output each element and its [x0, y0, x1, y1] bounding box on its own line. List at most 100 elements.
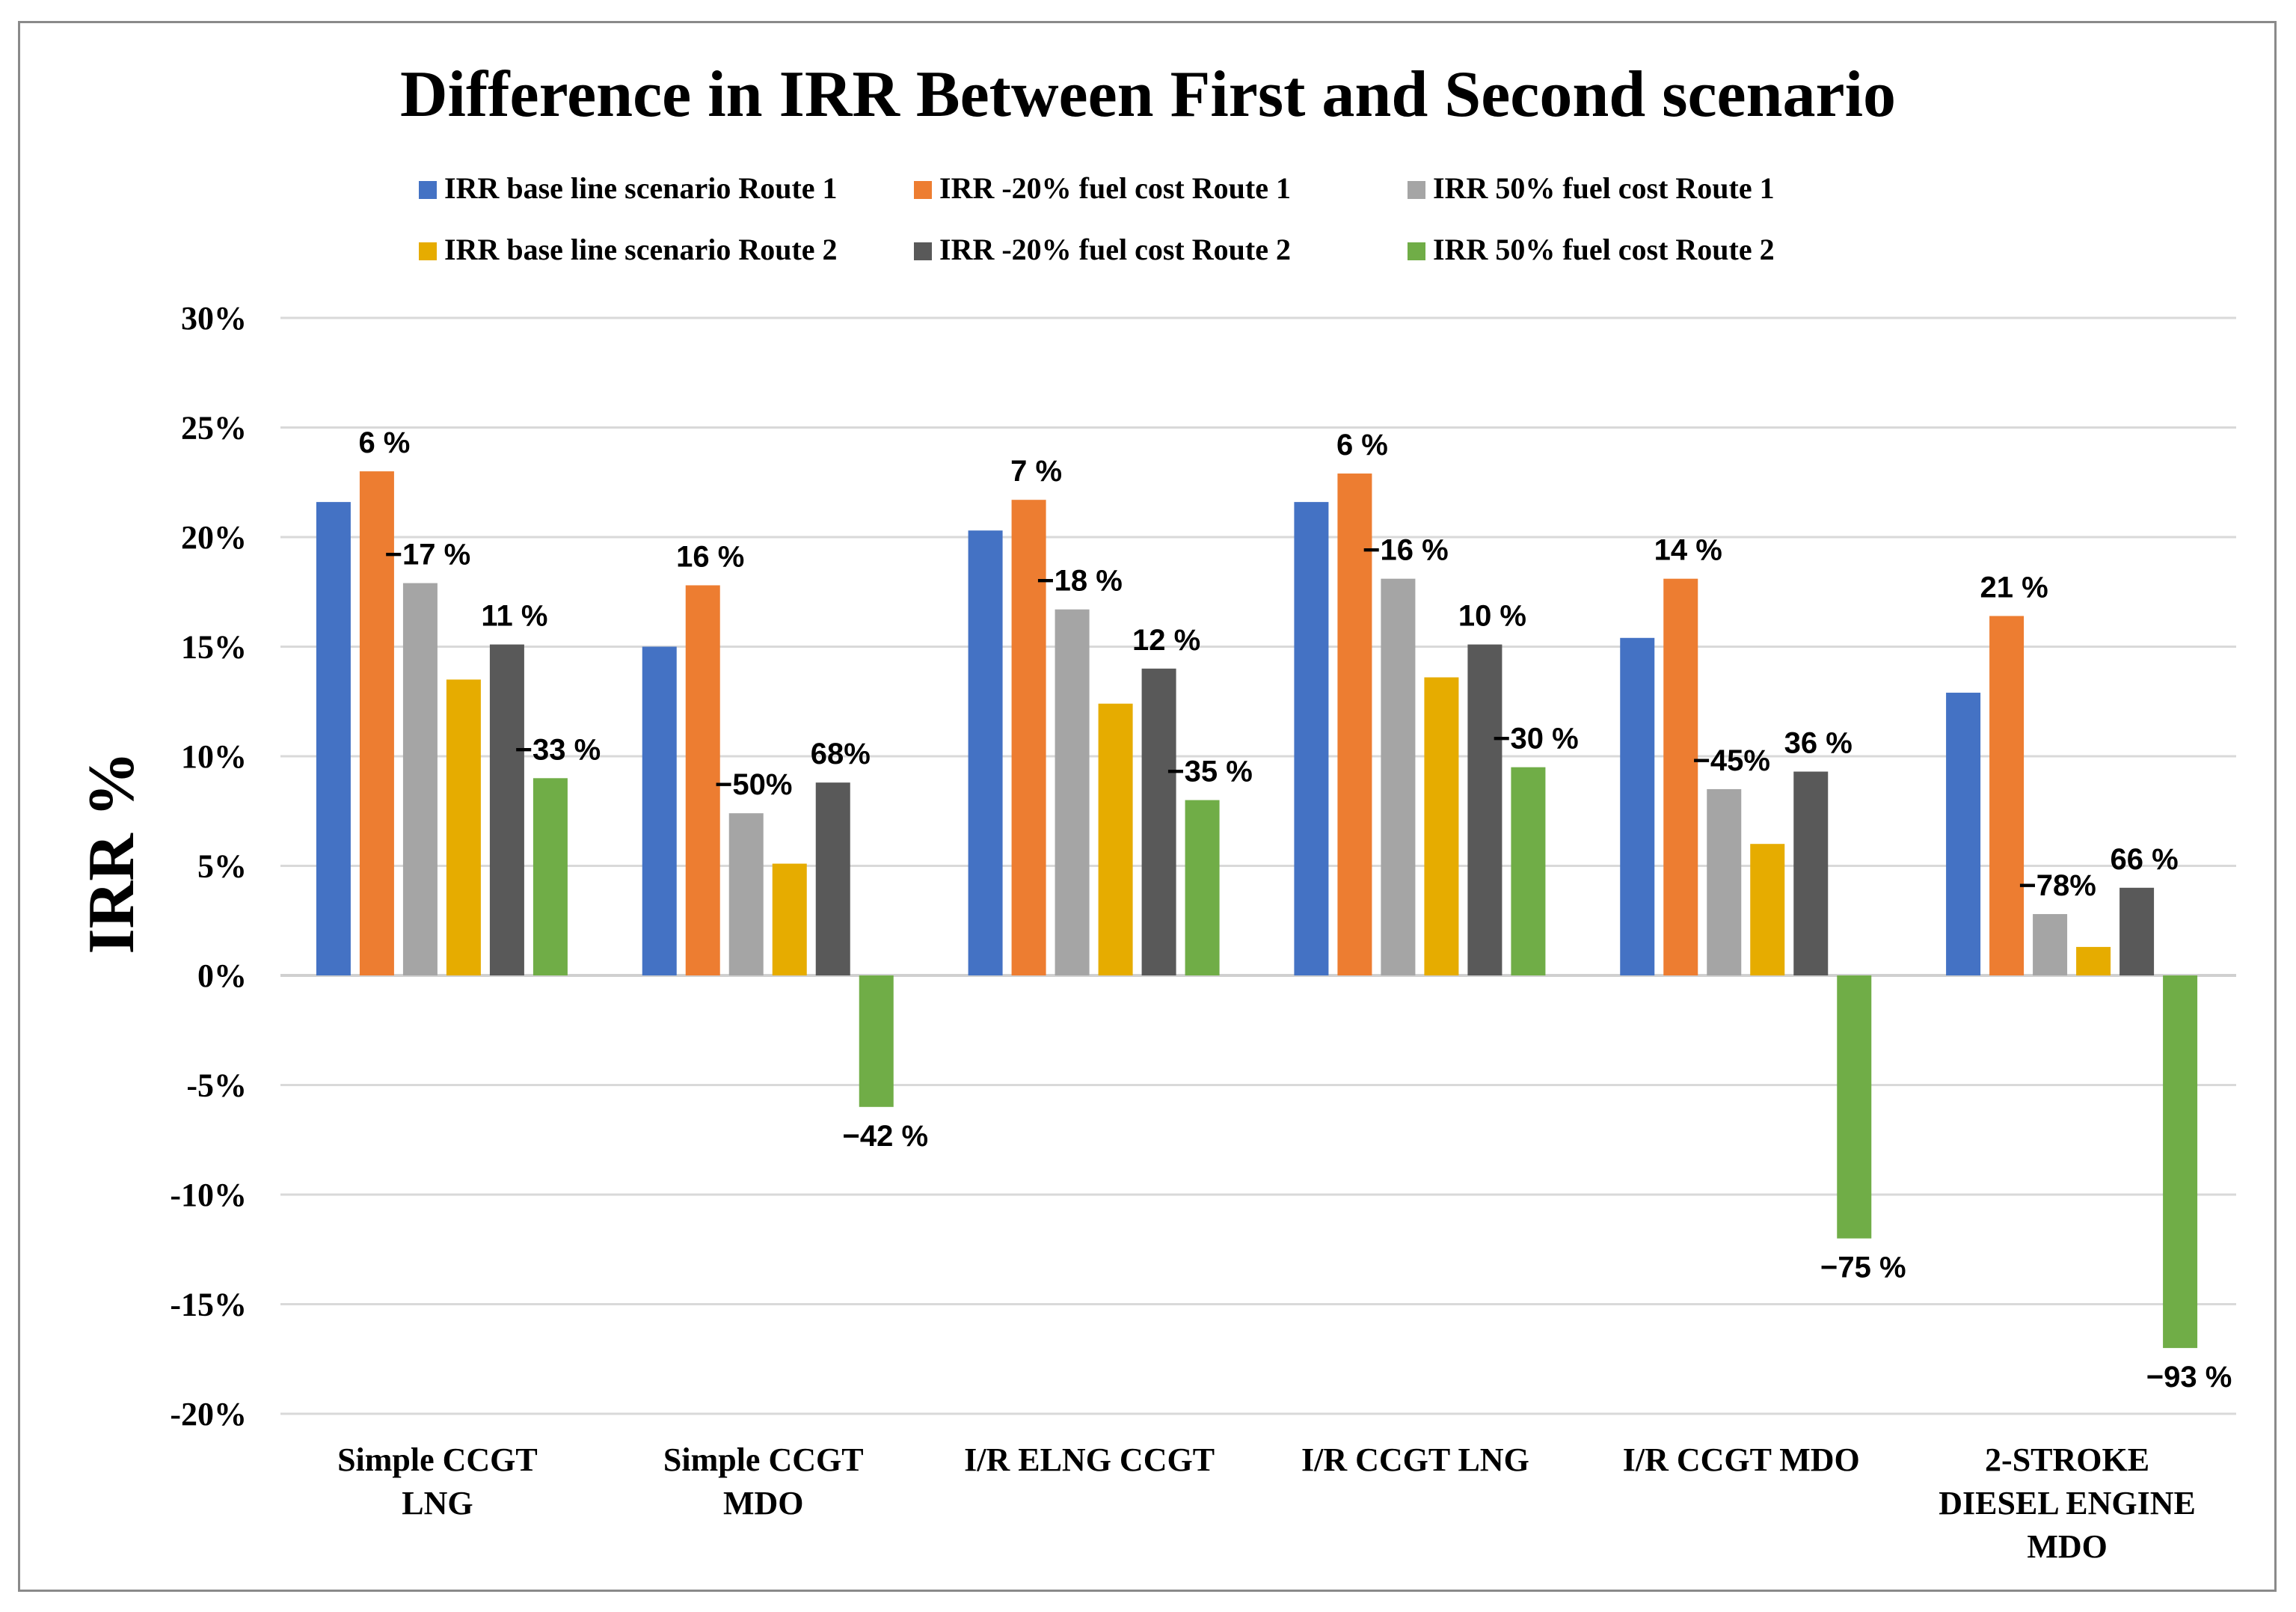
data-label: 11 % — [481, 600, 547, 633]
data-labels: 6 % −17 % 11 % −33 % 16 % −50% 68% −42 % 7 % −18 … — [358, 426, 2232, 1394]
y-tick-label: -5% — [186, 1067, 247, 1104]
chart-title: Difference in IRR Between First and Seco… — [400, 58, 1896, 131]
y-axis-label: IRR % — [76, 751, 148, 954]
bar — [1467, 644, 1502, 975]
bar — [1424, 677, 1459, 975]
data-label: −30 % — [1493, 723, 1579, 756]
category-label-line: Simple CCGT — [337, 1441, 538, 1478]
legend-swatch — [914, 242, 932, 260]
bar — [968, 530, 1003, 975]
bar — [1793, 771, 1829, 975]
bar — [1098, 703, 1133, 975]
data-label: −78% — [2019, 869, 2096, 902]
data-label: 10 % — [1458, 600, 1526, 633]
data-label: −35 % — [1167, 756, 1253, 788]
bar — [2076, 946, 2111, 975]
bar — [642, 646, 677, 975]
bar — [685, 585, 720, 975]
data-label: 21 % — [1980, 571, 2048, 604]
data-label: −93 % — [2146, 1361, 2232, 1394]
y-tick-label: 15% — [181, 629, 247, 666]
category-label: Simple CCGT MDO — [663, 1441, 864, 1521]
bar — [316, 502, 351, 975]
data-label: 14 % — [1654, 534, 1722, 567]
data-label: −33 % — [515, 733, 601, 766]
category-label-line: I/R CCGT LNG — [1301, 1441, 1529, 1478]
data-label: 16 % — [676, 540, 744, 573]
legend-swatch — [1408, 242, 1425, 260]
legend-swatch — [419, 181, 437, 199]
y-tick-label: 10% — [181, 738, 247, 775]
bar — [772, 863, 807, 975]
data-label: −17 % — [385, 539, 471, 571]
bar — [1989, 616, 2025, 975]
y-tick-label: 5% — [197, 848, 247, 885]
data-label: 6 % — [1336, 429, 1388, 462]
data-label: −16 % — [1363, 534, 1449, 567]
data-label: −45% — [1693, 744, 1770, 777]
category-label-line: Simple CCGT — [663, 1441, 864, 1478]
category-label-line: I/R ELNG CCGT — [964, 1441, 1215, 1478]
bar — [2033, 913, 2068, 975]
bar — [1707, 788, 1742, 975]
y-axis-ticks: 30% 25% 20% 15% 10% 5% 0% -5% -10% -15% -20% — [170, 300, 247, 1432]
legend-label: IRR 50% fuel cost Route 1 — [1433, 171, 1775, 205]
legend-label: IRR 50% fuel cost Route 2 — [1433, 233, 1775, 266]
data-label: 6 % — [358, 426, 410, 459]
bar — [1141, 668, 1176, 975]
category-label-line: LNG — [402, 1485, 473, 1521]
data-label: 12 % — [1132, 624, 1200, 657]
bar — [532, 778, 568, 975]
category-label-line: MDO — [723, 1485, 804, 1521]
bar — [1011, 500, 1046, 975]
legend: IRR base line scenario Route 1 IRR -20% f… — [419, 171, 1775, 266]
bar — [1946, 693, 1981, 975]
data-label: −18 % — [1037, 565, 1123, 598]
bars — [316, 471, 2198, 1349]
y-tick-label: 20% — [181, 519, 247, 556]
y-tick-label: -10% — [170, 1177, 247, 1213]
bar — [2119, 887, 2155, 975]
bar — [1294, 502, 1329, 975]
data-label: 36 % — [1784, 727, 1853, 760]
bar — [1185, 800, 1220, 975]
data-label: 7 % — [1010, 455, 1062, 488]
bar — [489, 644, 524, 975]
data-label: 66 % — [2110, 843, 2178, 876]
category-labels: Simple CCGT LNG Simple CCGT MDO I/R ELNG CCG… — [337, 1441, 2196, 1565]
bar — [1837, 975, 1872, 1239]
bar — [728, 813, 764, 975]
legend-swatch — [419, 242, 437, 260]
bar — [859, 975, 894, 1107]
bar — [1381, 578, 1416, 975]
legend-label: IRR base line scenario Route 1 — [444, 171, 838, 205]
category-label: I/R CCGT LNG — [1301, 1441, 1529, 1478]
y-tick-label: 25% — [181, 410, 247, 447]
category-label: I/R ELNG CCGT — [964, 1441, 1215, 1478]
y-tick-label: -20% — [170, 1396, 247, 1432]
category-label: I/R CCGT MDO — [1623, 1441, 1860, 1478]
legend-swatch — [914, 181, 932, 199]
bar — [815, 782, 850, 975]
gridlines — [280, 316, 2236, 1415]
y-tick-label: 30% — [181, 300, 247, 337]
bar — [1750, 844, 1785, 975]
category-label-line: DIESEL ENGINE — [1939, 1485, 2196, 1521]
bar — [359, 471, 394, 975]
bar — [402, 583, 438, 975]
category-label-line: MDO — [2027, 1528, 2108, 1565]
legend-label: IRR base line scenario Route 2 — [444, 233, 838, 266]
bar — [1511, 767, 1546, 975]
bar — [1620, 637, 1655, 975]
bar — [2163, 975, 2198, 1349]
data-label: −50% — [715, 768, 792, 801]
data-label: −42 % — [842, 1120, 928, 1153]
y-tick-label: 0% — [197, 957, 247, 994]
bar — [446, 679, 481, 975]
category-label-line: I/R CCGT MDO — [1623, 1441, 1860, 1478]
category-label: 2-STROKE DIESEL ENGINE MDO — [1939, 1441, 2196, 1565]
y-tick-label: -15% — [170, 1287, 247, 1323]
legend-swatch — [1408, 181, 1425, 199]
category-label: Simple CCGT LNG — [337, 1441, 538, 1521]
